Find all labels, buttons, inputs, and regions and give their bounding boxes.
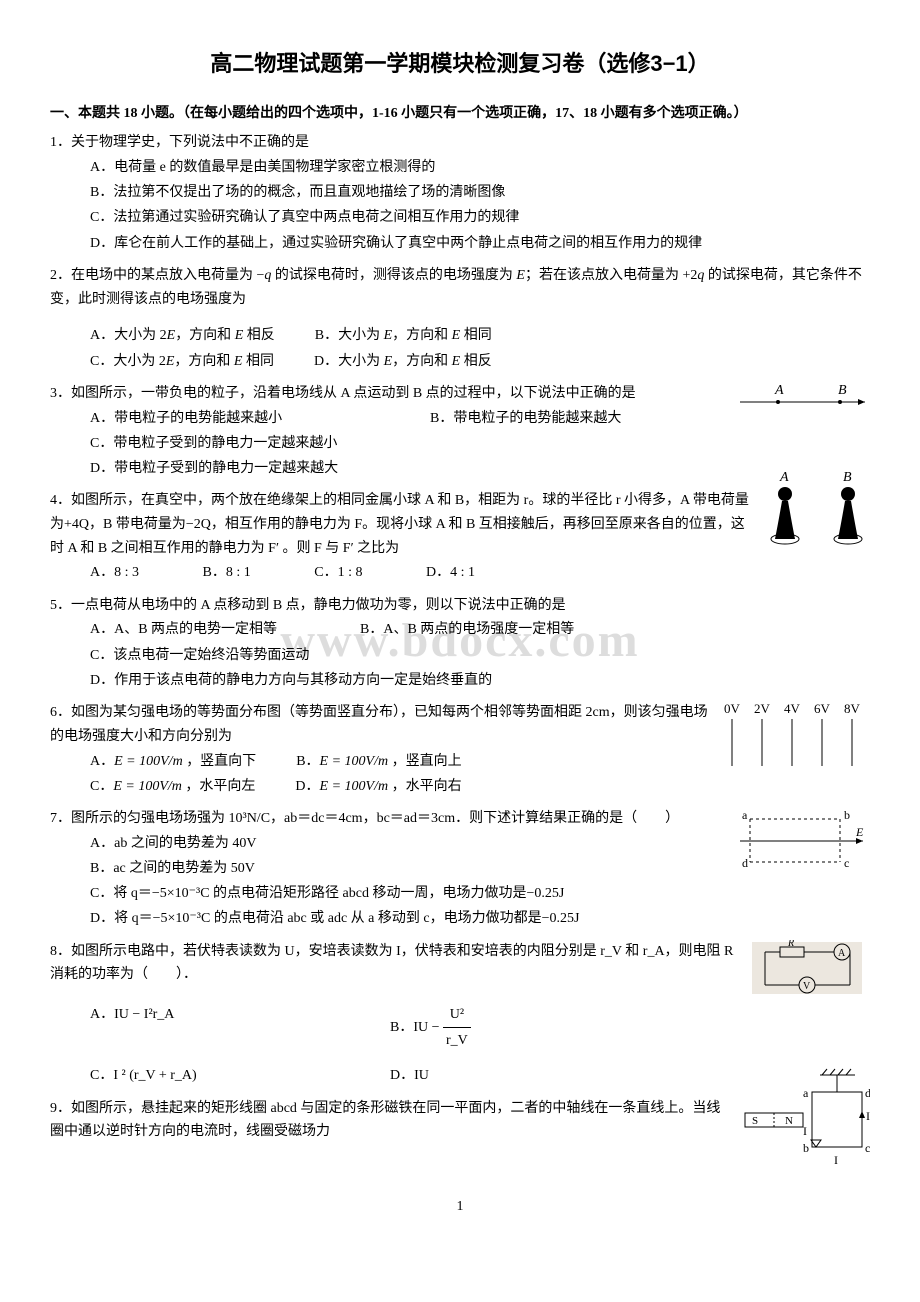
q1-text: 1．关于物理学史，下列说法中不正确的是 — [50, 131, 870, 155]
question-9: 9．如图所示，悬挂起来的矩形线圈 abcd 与固定的条形磁铁在同一平面内，二者的… — [50, 1097, 870, 1145]
question-6: 6．如图为某匀强电场的等势面分布图（等势面竖直分布），已知每两个相邻等势面相距 … — [50, 701, 870, 799]
q6-opt-d: D．E = 100V/m ，水平向右 — [295, 774, 461, 799]
q2-opt-c: C．大小为 2E，方向和 E 相同 — [90, 349, 274, 374]
q2-p1: 2．在电场中的某点放入电荷量为 − — [50, 268, 264, 283]
q1-opt-d: D．库仑在前人工作的基础上，通过实验研究确认了真空中两个静止点电荷之间的相互作用… — [90, 231, 870, 256]
q9-fig-I3: I — [834, 1153, 838, 1167]
question-8: 8．如图所示电路中，若伏特表读数为 U，安培表读数为 I，伏特表和安培表的内阻分… — [50, 940, 870, 1089]
q4-opt-a: A．8 : 3 — [90, 565, 139, 580]
section-header: 一、本题共 18 小题。（在每小题给出的四个选项中，1-16 小题只有一个选项正… — [50, 102, 870, 126]
q9-text: 9．如图所示，悬挂起来的矩形线圈 abcd 与固定的条形磁铁在同一平面内，二者的… — [50, 1097, 870, 1145]
page-number: 1 — [50, 1195, 870, 1219]
q7-opt-b: B．ac 之间的电势差为 50V — [90, 856, 870, 881]
q7-text: 7．图所示的匀强电场场强为 10³N/C，ab＝dc＝4cm，bc＝ad＝3cm… — [50, 807, 870, 831]
q5-opt-b: B．A、B 两点的电场强度一定相等 — [360, 617, 574, 642]
q2-E: E — [516, 268, 525, 283]
q4-text: 4．如图所示，在真空中，两个放在绝缘架上的相同金属小球 A 和 B，相距为 r。… — [50, 489, 870, 560]
q3-opt-c: C．带电粒子受到的静电力一定越来越小 — [90, 431, 870, 456]
q7-opt-c: C．将 q＝−5×10⁻³C 的点电荷沿矩形路径 abcd 移动一周，电场力做功… — [90, 881, 870, 906]
q2-opt-d: D．大小为 E，方向和 E 相反 — [314, 349, 492, 374]
question-2: 2．在电场中的某点放入电荷量为 −q 的试探电荷时，测得该点的电场强度为 E；若… — [50, 264, 870, 374]
question-1: 1．关于物理学史，下列说法中不正确的是 A．电荷量 e 的数值最早是由美国物理学… — [50, 131, 870, 256]
q2-text: 2．在电场中的某点放入电荷量为 −q 的试探电荷时，测得该点的电场强度为 E；若… — [50, 264, 870, 312]
q5-opt-c: C．该点电荷一定始终沿等势面运动 — [90, 643, 870, 668]
q6-opt-a: A．E = 100V/m ，竖直向下 — [90, 749, 256, 774]
q5-opt-a: A．A、B 两点的电势一定相等 — [90, 617, 320, 642]
q3-opt-a: A．带电粒子的电势能越来越小 — [90, 406, 390, 431]
q3-opt-d: D．带电粒子受到的静电力一定越来越大 — [90, 456, 870, 481]
q6-text: 6．如图为某匀强电场的等势面分布图（等势面竖直分布），已知每两个相邻等势面相距 … — [50, 701, 870, 749]
q8-opt-b: B．IU − U²r_V — [390, 1002, 471, 1053]
q8-text: 8．如图所示电路中，若伏特表读数为 U，安培表读数为 I，伏特表和安培表的内阻分… — [50, 940, 870, 988]
question-4: 4．如图所示，在真空中，两个放在绝缘架上的相同金属小球 A 和 B，相距为 r。… — [50, 489, 870, 586]
question-5: 5．一点电荷从电场中的 A 点移动到 B 点，静电力做功为零，则以下说法中正确的… — [50, 594, 870, 693]
q5-text: 5．一点电荷从电场中的 A 点移动到 B 点，静电力做功为零，则以下说法中正确的… — [50, 594, 870, 618]
page-title: 高二物理试题第一学期模块检测复习卷（选修3−1） — [50, 45, 870, 82]
q5-opt-d: D．作用于该点电荷的静电力方向与其移动方向一定是始终垂直的 — [90, 668, 870, 693]
q8-opt-a: A．IU − I²r_A — [90, 1002, 350, 1053]
q1-opt-c: C．法拉第通过实验研究确认了真空中两点电荷之间相互作用力的规律 — [90, 205, 870, 230]
q2-p2: 的试探电荷时，测得该点的电场强度为 — [271, 268, 516, 283]
q8-opt-d: D．IU — [390, 1063, 429, 1088]
q2-p3: ；若在该点放入电荷量为 +2 — [525, 268, 697, 283]
question-3: 3．如图所示，一带负电的粒子，沿着电场线从 A 点运动到 B 点的过程中，以下说… — [50, 382, 870, 481]
q4-opt-b: B．8 : 1 — [203, 565, 251, 580]
q2-opt-b: B．大小为 E，方向和 E 相同 — [315, 323, 492, 348]
q3-opt-b: B．带电粒子的电势能越来越大 — [430, 406, 621, 431]
q7-opt-a: A．ab 之间的电势差为 40V — [90, 831, 870, 856]
question-7: 7．图所示的匀强电场场强为 10³N/C，ab＝dc＝4cm，bc＝ad＝3cm… — [50, 807, 870, 932]
page-content: 高二物理试题第一学期模块检测复习卷（选修3−1） 一、本题共 18 小题。（在每… — [50, 45, 870, 1219]
q6-opt-b: B．E = 100V/m ，竖直向上 — [296, 749, 461, 774]
q2-opt-a: A．大小为 2E，方向和 E 相反 — [90, 323, 275, 348]
q7-opt-d: D．将 q＝−5×10⁻³C 的点电荷沿 abc 或 adc 从 a 移动到 c… — [90, 906, 870, 931]
q4-opt-d: D．4 : 1 — [426, 565, 475, 580]
q3-text: 3．如图所示，一带负电的粒子，沿着电场线从 A 点运动到 B 点的过程中，以下说… — [50, 382, 870, 406]
q6-opt-c: C．E = 100V/m ，水平向左 — [90, 774, 255, 799]
q1-opt-a: A．电荷量 e 的数值最早是由美国物理学家密立根测得的 — [90, 155, 870, 180]
q8-opt-c: C．I ² (r_V + r_A) — [90, 1063, 350, 1088]
q4-opt-c: C．1 : 8 — [314, 565, 362, 580]
q1-opt-b: B．法拉第不仅提出了场的的概念，而且直观地描绘了场的清晰图像 — [90, 180, 870, 205]
